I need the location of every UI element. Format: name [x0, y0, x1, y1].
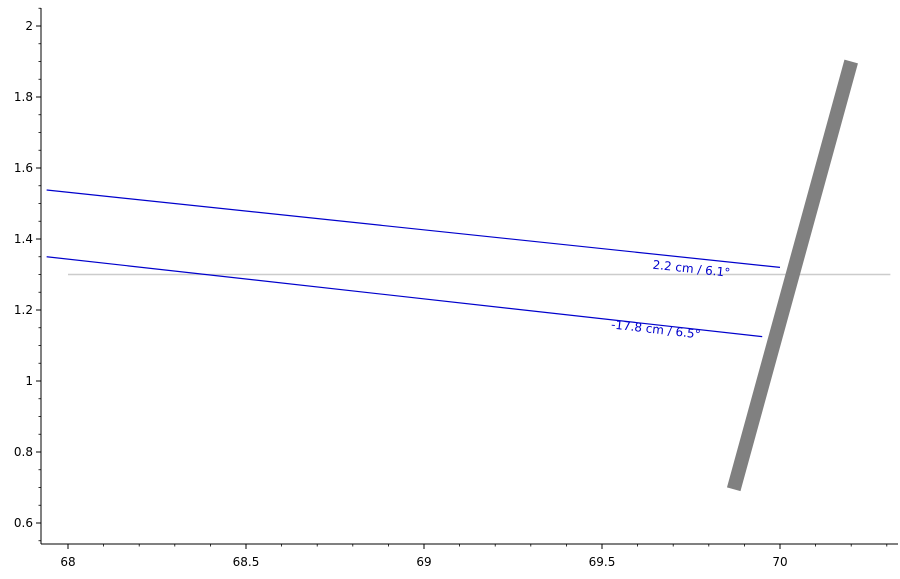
y-tick-label: 0.6	[14, 516, 33, 530]
x-tick-label: 69.5	[589, 555, 616, 569]
plot-area: 2.2 cm / 6.1°-17.8 cm / 6.5°	[46, 59, 891, 492]
x-tick-label: 69	[416, 555, 431, 569]
axes: 68 68.5 69 69.5 70 0.6 0.8 1 1.2 1.4 1.6 1.8 2	[14, 7, 898, 569]
y-tick-label: 2	[25, 19, 33, 33]
y-tick-label: 1.2	[14, 303, 33, 317]
x-tick-label: 70	[772, 555, 787, 569]
x-tick-label: 68	[60, 555, 75, 569]
y-tick-label: 1.4	[14, 232, 33, 246]
y-tick-label: 1	[25, 374, 33, 388]
series-line-2	[46, 256, 763, 338]
y-tick-label: 1.6	[14, 161, 33, 175]
grey-bar	[726, 59, 858, 492]
y-tick-label: 1.8	[14, 90, 33, 104]
y-tick-label: 0.8	[14, 445, 33, 459]
x-tick-label: 68.5	[233, 555, 260, 569]
series-label-2: -17.8 cm / 6.5°	[610, 317, 701, 341]
series-line-1	[46, 189, 781, 268]
